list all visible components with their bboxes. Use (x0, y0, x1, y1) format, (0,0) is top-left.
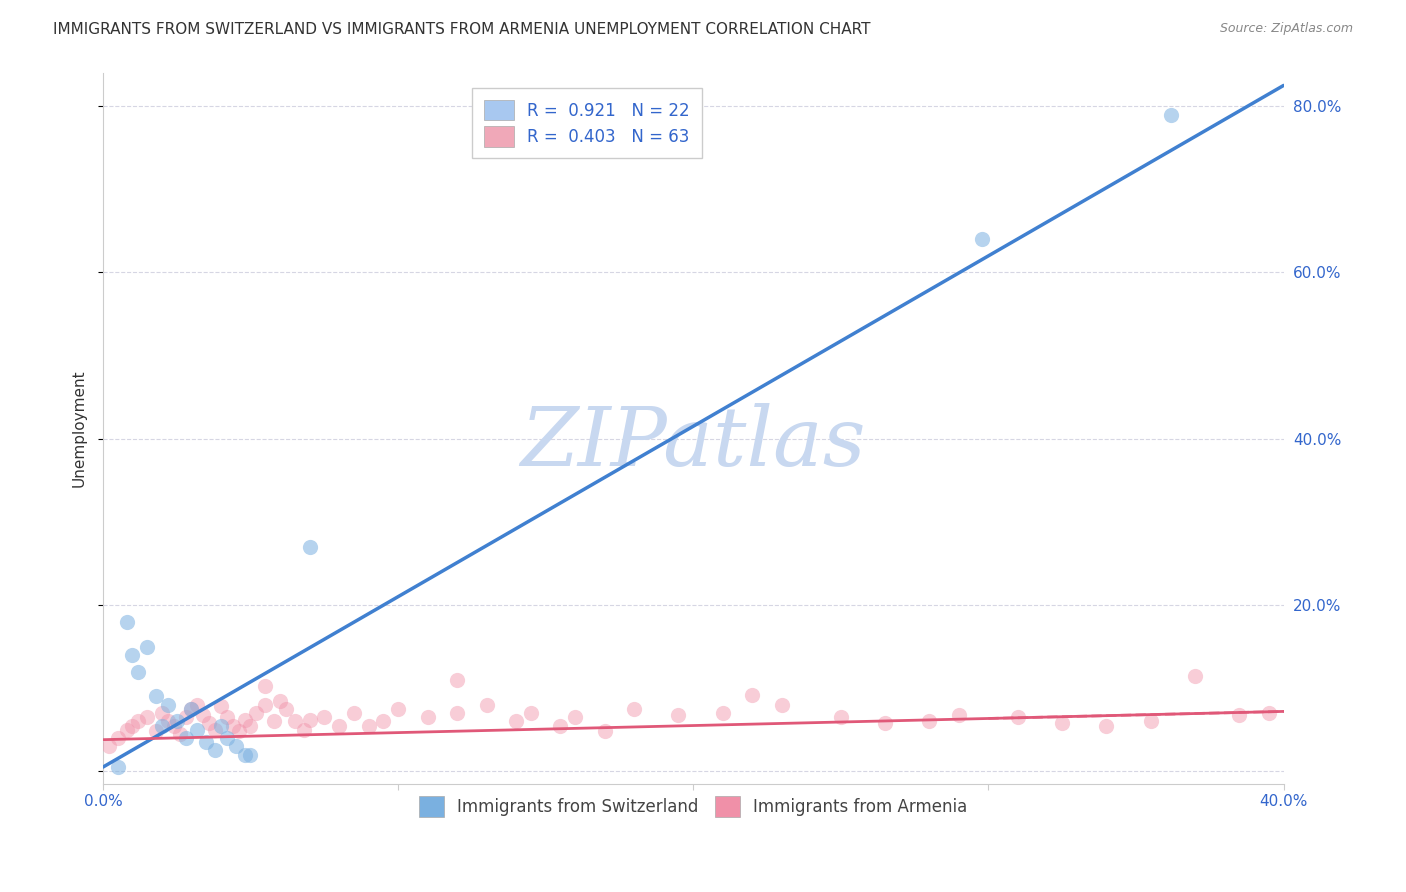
Point (1095, 718, 1118, 732)
Point (222, 718, 245, 732)
Point (505, 714, 527, 729)
Point (115, 615, 138, 629)
Point (520, 706, 543, 720)
Point (1184, 668, 1206, 682)
Point (593, 724, 616, 739)
Point (150, 706, 173, 720)
Point (204, 723, 226, 737)
Point (121, 718, 143, 732)
Point (416, 710, 439, 724)
Point (550, 718, 572, 732)
Point (136, 640, 159, 654)
Point (972, 232, 994, 246)
Point (225, 739, 247, 754)
Y-axis label: Unemployment: Unemployment (72, 369, 86, 487)
Point (292, 723, 315, 737)
Point (875, 716, 897, 731)
Point (1139, 714, 1161, 729)
Point (180, 702, 202, 716)
Point (115, 723, 138, 737)
Point (186, 698, 208, 712)
Point (741, 688, 763, 702)
Point (107, 731, 129, 745)
Point (948, 707, 970, 722)
Point (107, 760, 129, 774)
Point (228, 724, 250, 739)
Point (180, 702, 202, 716)
Point (150, 718, 173, 732)
Point (328, 718, 350, 732)
Point (373, 714, 395, 729)
Point (770, 698, 793, 712)
Point (163, 718, 186, 732)
Point (446, 706, 468, 720)
Point (121, 648, 143, 662)
Point (343, 706, 366, 720)
Point (254, 698, 277, 712)
Legend: Immigrants from Switzerland, Immigrants from Armenia: Immigrants from Switzerland, Immigrants … (411, 789, 976, 825)
Point (198, 716, 221, 731)
Point (204, 743, 226, 757)
Point (245, 706, 267, 720)
Point (209, 718, 232, 732)
Point (156, 714, 179, 729)
Point (127, 665, 149, 679)
Point (193, 707, 215, 722)
Text: ZIPatlas: ZIPatlas (520, 402, 866, 483)
Point (215, 731, 238, 745)
Point (564, 710, 586, 724)
Point (174, 710, 197, 724)
Point (263, 714, 285, 729)
Point (186, 723, 208, 737)
Text: Source: ZipAtlas.com: Source: ZipAtlas.com (1219, 22, 1353, 36)
Point (387, 702, 409, 716)
Point (1227, 707, 1250, 722)
Point (357, 718, 380, 732)
Point (298, 713, 321, 727)
Point (239, 747, 262, 762)
Point (269, 693, 291, 707)
Point (830, 710, 852, 724)
Point (623, 702, 645, 716)
Point (1160, 107, 1182, 121)
Point (215, 710, 238, 724)
Point (254, 680, 277, 694)
Point (145, 724, 167, 739)
Point (233, 713, 256, 727)
Point (169, 727, 191, 741)
Point (209, 699, 232, 714)
Point (174, 731, 197, 745)
Point (446, 673, 468, 687)
Point (475, 698, 498, 712)
Point (127, 714, 149, 729)
Point (233, 747, 256, 762)
Point (195, 735, 218, 749)
Point (166, 714, 188, 729)
Point (136, 710, 159, 724)
Point (274, 702, 297, 716)
Point (1007, 710, 1029, 724)
Point (97, 739, 120, 754)
Point (711, 706, 734, 720)
Point (1050, 716, 1073, 731)
Point (239, 718, 262, 732)
Point (918, 714, 941, 729)
Point (284, 714, 307, 729)
Point (314, 710, 336, 724)
Point (298, 540, 321, 554)
Point (668, 707, 690, 722)
Point (156, 698, 179, 712)
Text: IMMIGRANTS FROM SWITZERLAND VS IMMIGRANTS FROM ARMENIA UNEMPLOYMENT CORRELATION : IMMIGRANTS FROM SWITZERLAND VS IMMIGRANT… (53, 22, 870, 37)
Point (145, 690, 167, 704)
Point (1257, 706, 1279, 720)
